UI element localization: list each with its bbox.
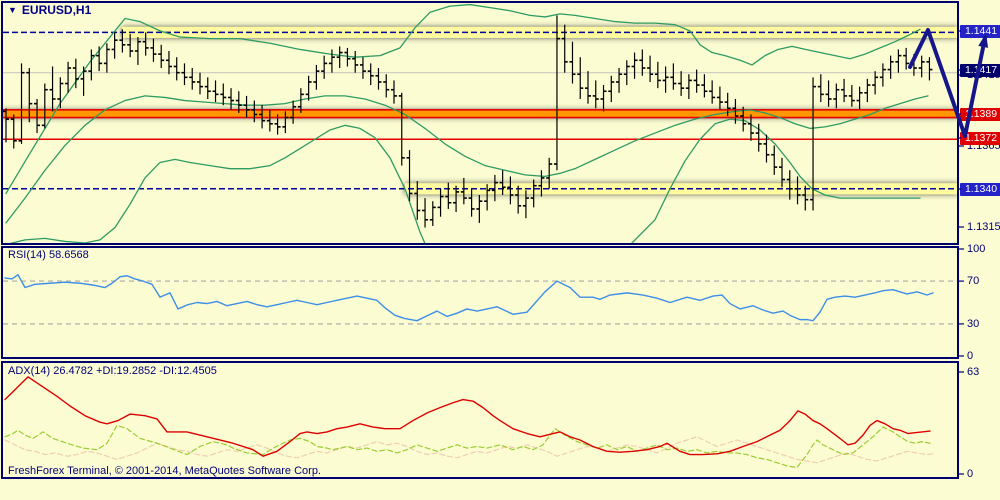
rsi-scale-label: 30 <box>967 317 980 330</box>
terminal-copyright-label: FreshForex Terminal, © 2001-2014, MetaQu… <box>8 465 321 477</box>
chevron-down-icon[interactable]: ▼ <box>8 5 17 15</box>
price-level-badge: 1.1372 <box>960 131 1000 145</box>
symbol-label-text: EURUSD,H1 <box>21 3 92 17</box>
adx-scale-label: 63 <box>967 366 980 378</box>
rsi-indicator-panel[interactable] <box>0 247 958 358</box>
rsi-scale-label: 100 <box>967 243 986 255</box>
time-axis[interactable]: 12 Feb 201513 Feb 00:0013 Feb 08:0013 Fe… <box>0 478 1000 500</box>
adx-scale-label: 0 <box>967 468 974 480</box>
price-chart-panel[interactable] <box>0 2 958 244</box>
price-level-badge: 1.1389 <box>960 107 1000 121</box>
price-level-badge: 1.1441 <box>960 24 1000 38</box>
symbol-timeframe-label: ▼ EURUSD,H1 <box>8 3 91 17</box>
rsi-scale-label: 0 <box>967 350 974 362</box>
price-level-badge: 1.1340 <box>960 182 1000 196</box>
price-scale-label: 1.1315 <box>967 221 1000 233</box>
adx-indicator-label: ADX(14) 26.4782 +DI:19.2852 -DI:12.4505 <box>8 365 217 377</box>
rsi-indicator-label: RSI(14) 58.6568 <box>8 249 89 261</box>
adx-indicator-panel[interactable] <box>0 362 958 478</box>
price-level-badge: 1.1417 <box>960 63 1000 77</box>
rsi-scale-label: 70 <box>967 275 980 288</box>
